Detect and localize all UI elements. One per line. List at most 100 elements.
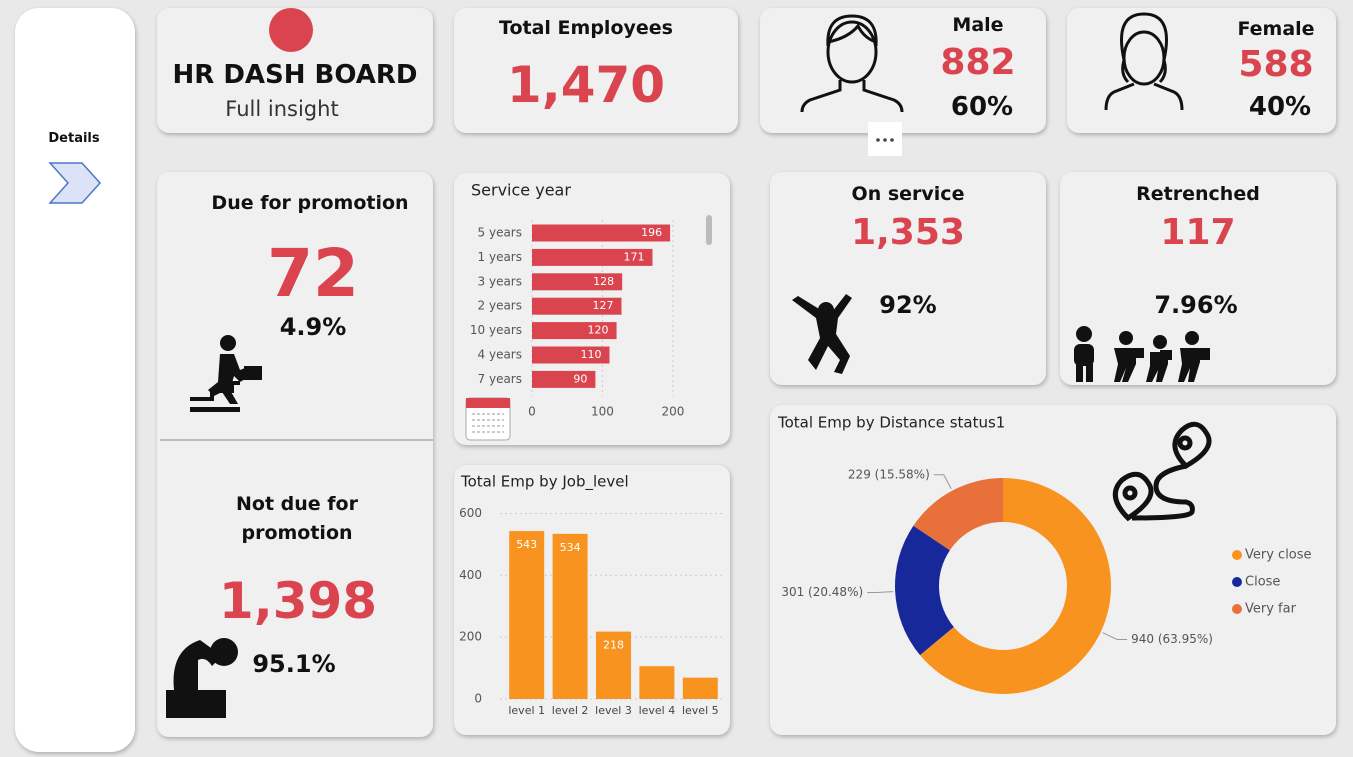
more-dots <box>876 138 894 142</box>
y-tick-label: 0 <box>474 692 482 706</box>
retrenched-label: Retrenched <box>1136 183 1260 205</box>
job-title: Total Emp by Job_level <box>460 473 629 492</box>
retrench-icon <box>1074 326 1210 382</box>
sad-icon <box>166 638 238 718</box>
y-tick-label: 1 years <box>478 250 522 264</box>
female-label: Female <box>1237 18 1315 40</box>
y-tick-label: 400 <box>459 568 482 582</box>
promotion-icon <box>190 335 262 412</box>
leader-line <box>867 591 894 593</box>
x-tick-label: 0 <box>528 405 536 419</box>
bar <box>552 533 588 699</box>
male-card <box>760 8 1046 133</box>
bar <box>532 297 622 315</box>
data-label: 301 (20.48%) <box>781 585 863 599</box>
donut-slice <box>920 478 1111 695</box>
not-due-percent: 95.1% <box>252 650 336 678</box>
title: HR DASH BOARD <box>172 60 418 90</box>
bar <box>596 631 631 699</box>
data-label: 229 (15.58%) <box>848 467 930 481</box>
x-tick-label: level 5 <box>682 704 719 717</box>
legend-swatch <box>1232 550 1242 560</box>
data-label: 196 <box>641 226 662 239</box>
retrenched-percent: 7.96% <box>1154 291 1238 319</box>
calendar-icon <box>465 397 511 441</box>
on-service-value: 1,353 <box>851 212 965 253</box>
data-label: 90 <box>573 372 587 385</box>
x-tick-label: 200 <box>661 405 684 419</box>
data-label: 218 <box>603 639 624 652</box>
bar <box>532 346 610 364</box>
bar <box>532 273 623 291</box>
subtitle: Full insight <box>225 97 339 121</box>
female-percent: 40% <box>1248 92 1312 122</box>
bar <box>532 370 596 388</box>
y-tick-label: 600 <box>459 506 482 520</box>
bar <box>532 224 671 242</box>
y-tick-label: 7 years <box>478 372 522 386</box>
nav-arrow[interactable] <box>48 162 102 204</box>
male-label: Male <box>952 14 1004 36</box>
route-icon <box>1112 421 1212 522</box>
male-percent: 60% <box>950 92 1014 122</box>
not-due-value: 1,398 <box>218 572 378 630</box>
due-label: Due for promotion <box>211 192 409 214</box>
bar <box>532 248 653 266</box>
female-icon <box>1104 12 1184 111</box>
data-label: 534 <box>560 541 581 554</box>
bar <box>509 531 545 699</box>
on-service-label: On service <box>851 183 965 205</box>
legend-label: Close <box>1245 575 1280 590</box>
y-tick-label: 5 years <box>478 226 522 240</box>
female-value: 588 <box>1238 44 1314 85</box>
total-label: Total Employees <box>499 17 673 39</box>
leader-line <box>933 474 952 490</box>
y-tick-label: 2 years <box>478 299 522 313</box>
y-tick-label: 4 years <box>478 348 522 362</box>
x-tick-label: level 3 <box>595 704 632 717</box>
y-tick-label: 200 <box>459 630 482 644</box>
x-tick-label: level 4 <box>639 704 676 717</box>
bar <box>682 677 718 699</box>
not-due-label: Not due for promotion <box>236 493 358 544</box>
due-percent: 4.9% <box>279 313 347 341</box>
legend-swatch <box>1232 604 1242 614</box>
data-label: 940 (63.95%) <box>1131 632 1213 646</box>
data-label: 543 <box>516 538 537 551</box>
bar <box>639 666 675 699</box>
female-card <box>1067 8 1336 133</box>
x-tick-label: level 1 <box>508 704 545 717</box>
logo-dot <box>269 8 313 52</box>
jump-icon <box>792 294 852 374</box>
total-value: 1,470 <box>506 56 666 114</box>
data-label: 120 <box>588 324 609 337</box>
data-label: 127 <box>592 299 613 312</box>
donut-slice <box>895 525 954 656</box>
data-label: 171 <box>623 250 644 263</box>
x-tick-label: 100 <box>591 405 614 419</box>
due-value: 72 <box>267 235 359 312</box>
bar <box>532 322 617 340</box>
data-label: 128 <box>593 275 614 288</box>
donut-slice <box>913 478 1003 551</box>
scrollbar <box>706 215 712 245</box>
nav-panel <box>15 8 135 752</box>
data-label: 110 <box>581 348 602 361</box>
y-tick-label: 3 years <box>478 274 522 288</box>
male-value: 882 <box>940 42 1016 83</box>
legend-label: Very far <box>1245 602 1297 617</box>
leader-line <box>1102 632 1128 640</box>
nav-label[interactable]: Details <box>48 131 100 146</box>
y-tick-label: 10 years <box>470 323 522 337</box>
on-service-percent: 92% <box>879 291 937 319</box>
distance-title: Total Emp by Distance status1 <box>777 414 1005 432</box>
legend-label: Very close <box>1245 548 1312 563</box>
service-title: Service year <box>471 181 571 200</box>
x-tick-label: level 2 <box>552 704 589 717</box>
retrenched-value: 117 <box>1160 212 1236 253</box>
legend-swatch <box>1232 577 1242 587</box>
male-icon <box>800 14 904 113</box>
total-card <box>454 8 738 133</box>
